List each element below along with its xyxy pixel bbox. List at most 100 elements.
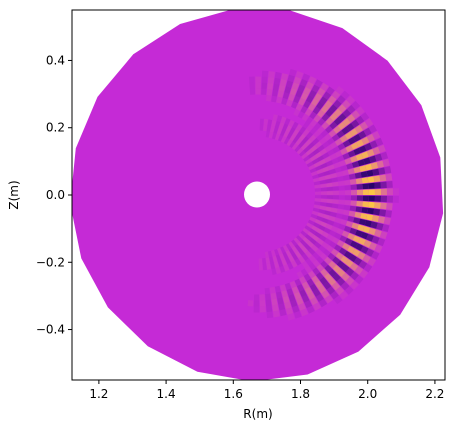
wave-stripe	[326, 234, 335, 241]
wave-stripe	[259, 124, 264, 131]
wave-stripe	[324, 295, 334, 304]
wave-stripe	[314, 201, 321, 206]
wave-stripe	[332, 273, 341, 282]
wave-stripe	[280, 116, 287, 124]
wave-stripe	[332, 195, 339, 200]
wave-stripe	[327, 277, 337, 286]
wave-stripe	[368, 124, 377, 134]
wave-stripe	[303, 146, 311, 153]
wave-stripe	[316, 101, 324, 110]
wave-stripe	[392, 195, 399, 203]
wave-stripe	[333, 162, 341, 169]
wave-stripe	[330, 211, 337, 218]
wave-stripe	[392, 188, 399, 196]
wave-stripe	[314, 198, 321, 202]
wave-stripe	[335, 252, 344, 260]
wave-stripe	[332, 190, 339, 195]
wave-stripe	[276, 96, 283, 104]
wave-stripe	[386, 195, 393, 203]
wave-stripe	[370, 221, 378, 229]
wave-stripe	[299, 289, 307, 298]
wave-stripe	[266, 94, 272, 102]
wave-stripe	[270, 262, 276, 270]
wave-stripe	[354, 211, 362, 219]
wave-stripe	[277, 247, 283, 255]
wave-stripe	[331, 157, 339, 165]
wave-stripe	[334, 232, 342, 240]
wave-stripe	[309, 127, 318, 135]
wave-stripe	[320, 260, 329, 269]
wave-stripe	[308, 247, 316, 255]
x-axis-label: R(m)	[243, 407, 272, 421]
wave-stripe	[356, 139, 364, 148]
wave-stripe	[346, 163, 354, 170]
wave-stripe	[301, 153, 308, 160]
wave-stripe	[301, 294, 310, 303]
wave-stripe	[324, 256, 332, 265]
wave-stripe	[342, 118, 351, 127]
wave-stripe	[268, 131, 274, 139]
wave-stripe	[354, 125, 364, 134]
wave-stripe	[259, 118, 264, 125]
wave-stripe	[283, 244, 289, 252]
wave-stripe	[317, 87, 326, 97]
wave-stripe	[304, 286, 313, 295]
wave-stripe	[316, 133, 324, 142]
hole	[244, 181, 270, 208]
wave-stripe	[312, 148, 320, 155]
wave-stripe	[259, 294, 266, 301]
wave-stripe	[353, 133, 362, 142]
wave-stripe	[374, 182, 381, 189]
wave-stripe	[355, 243, 364, 252]
wave-stripe	[311, 225, 319, 232]
wave-stripe	[365, 248, 375, 257]
wave-stripe	[329, 153, 337, 160]
wave-stripe	[363, 239, 372, 248]
wave-stripe	[336, 239, 345, 248]
wave-stripe	[299, 150, 306, 157]
x-tick-label: 1.4	[157, 387, 176, 401]
wave-stripe	[309, 134, 317, 142]
wave-stripe	[337, 176, 344, 182]
wave-stripe	[300, 105, 308, 114]
wave-stripe	[335, 85, 345, 95]
wave-stripe	[305, 81, 314, 90]
wave-stripe	[346, 114, 356, 123]
wave-stripe	[322, 152, 330, 159]
wave-stripe	[317, 172, 325, 178]
wave-stripe	[273, 77, 281, 85]
wave-stripe	[288, 294, 296, 302]
wave-stripe	[303, 100, 311, 109]
wave-stripe	[379, 231, 388, 240]
wave-stripe	[325, 117, 334, 126]
wave-stripe	[314, 188, 321, 192]
wave-stripe	[347, 136, 356, 145]
wave-stripe	[344, 185, 351, 191]
wave-stripe	[339, 235, 348, 243]
wave-stripe	[312, 177, 320, 183]
wave-stripe	[299, 126, 307, 134]
wave-stripe	[332, 199, 339, 204]
wave-stripe	[324, 156, 332, 163]
wave-stripe	[324, 238, 332, 245]
wave-stripe	[347, 245, 356, 254]
wave-stripe	[341, 214, 349, 221]
wave-stripe	[319, 148, 328, 156]
wave-stripe	[357, 224, 365, 232]
wave-stripe	[253, 300, 260, 307]
wave-stripe	[314, 191, 321, 195]
wave-stripe	[310, 171, 318, 176]
wave-stripe	[332, 264, 341, 273]
wave-stripe	[360, 212, 368, 220]
wave-stripe	[303, 87, 312, 95]
wave-stripe	[352, 235, 361, 243]
wave-stripe	[386, 180, 393, 188]
x-tick-label: 1.8	[291, 387, 310, 401]
wave-stripe	[289, 280, 297, 289]
wave-stripe	[295, 70, 304, 79]
wave-stripe	[336, 260, 345, 269]
wave-stripe	[376, 160, 384, 169]
wave-stripe	[341, 126, 350, 135]
wave-stripe	[335, 286, 345, 296]
wave-stripe	[379, 174, 387, 182]
